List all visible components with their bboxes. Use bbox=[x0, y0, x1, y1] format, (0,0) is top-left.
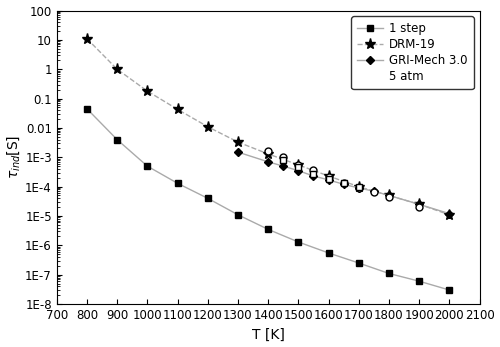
1 step bbox=[144, 164, 150, 168]
DRM-19 bbox=[326, 174, 332, 178]
1 step bbox=[84, 107, 90, 111]
1 step bbox=[205, 196, 211, 201]
GRI-Mech 3.0 bbox=[340, 182, 346, 186]
DRM-19 bbox=[84, 36, 90, 41]
Y-axis label: $\tau_{ind}$[S]: $\tau_{ind}$[S] bbox=[6, 135, 22, 179]
DRM-19 bbox=[235, 140, 241, 144]
DRM-19 bbox=[296, 163, 302, 167]
GRI-Mech 3.0 bbox=[356, 186, 362, 190]
GRI-Mech 3.0 bbox=[326, 178, 332, 182]
1 step bbox=[174, 181, 180, 185]
Line: DRM-19: DRM-19 bbox=[82, 33, 455, 220]
1 step bbox=[356, 261, 362, 265]
Line: GRI-Mech 3.0: GRI-Mech 3.0 bbox=[235, 149, 452, 217]
DRM-19 bbox=[386, 193, 392, 197]
GRI-Mech 3.0 bbox=[296, 169, 302, 173]
DRM-19 bbox=[174, 107, 180, 111]
GRI-Mech 3.0 bbox=[265, 160, 271, 164]
DRM-19 bbox=[205, 125, 211, 129]
1 step bbox=[235, 213, 241, 217]
GRI-Mech 3.0 bbox=[386, 193, 392, 197]
DRM-19 bbox=[144, 89, 150, 93]
DRM-19 bbox=[114, 67, 120, 71]
GRI-Mech 3.0 bbox=[280, 164, 286, 168]
1 step bbox=[416, 279, 422, 283]
1 step bbox=[386, 271, 392, 276]
GRI-Mech 3.0 bbox=[235, 150, 241, 154]
GRI-Mech 3.0 bbox=[371, 189, 377, 193]
DRM-19 bbox=[356, 185, 362, 189]
DRM-19 bbox=[446, 213, 452, 217]
GRI-Mech 3.0 bbox=[416, 202, 422, 206]
Legend: 1 step, DRM-19, GRI-Mech 3.0, 5 atm: 1 step, DRM-19, GRI-Mech 3.0, 5 atm bbox=[352, 16, 474, 89]
1 step bbox=[296, 240, 302, 244]
Line: 1 step: 1 step bbox=[84, 105, 452, 293]
1 step bbox=[265, 227, 271, 231]
1 step bbox=[114, 137, 120, 142]
DRM-19 bbox=[416, 202, 422, 206]
1 step bbox=[326, 251, 332, 255]
1 step bbox=[446, 288, 452, 292]
GRI-Mech 3.0 bbox=[446, 212, 452, 216]
DRM-19 bbox=[265, 152, 271, 156]
X-axis label: T [K]: T [K] bbox=[252, 328, 284, 341]
GRI-Mech 3.0 bbox=[310, 174, 316, 178]
